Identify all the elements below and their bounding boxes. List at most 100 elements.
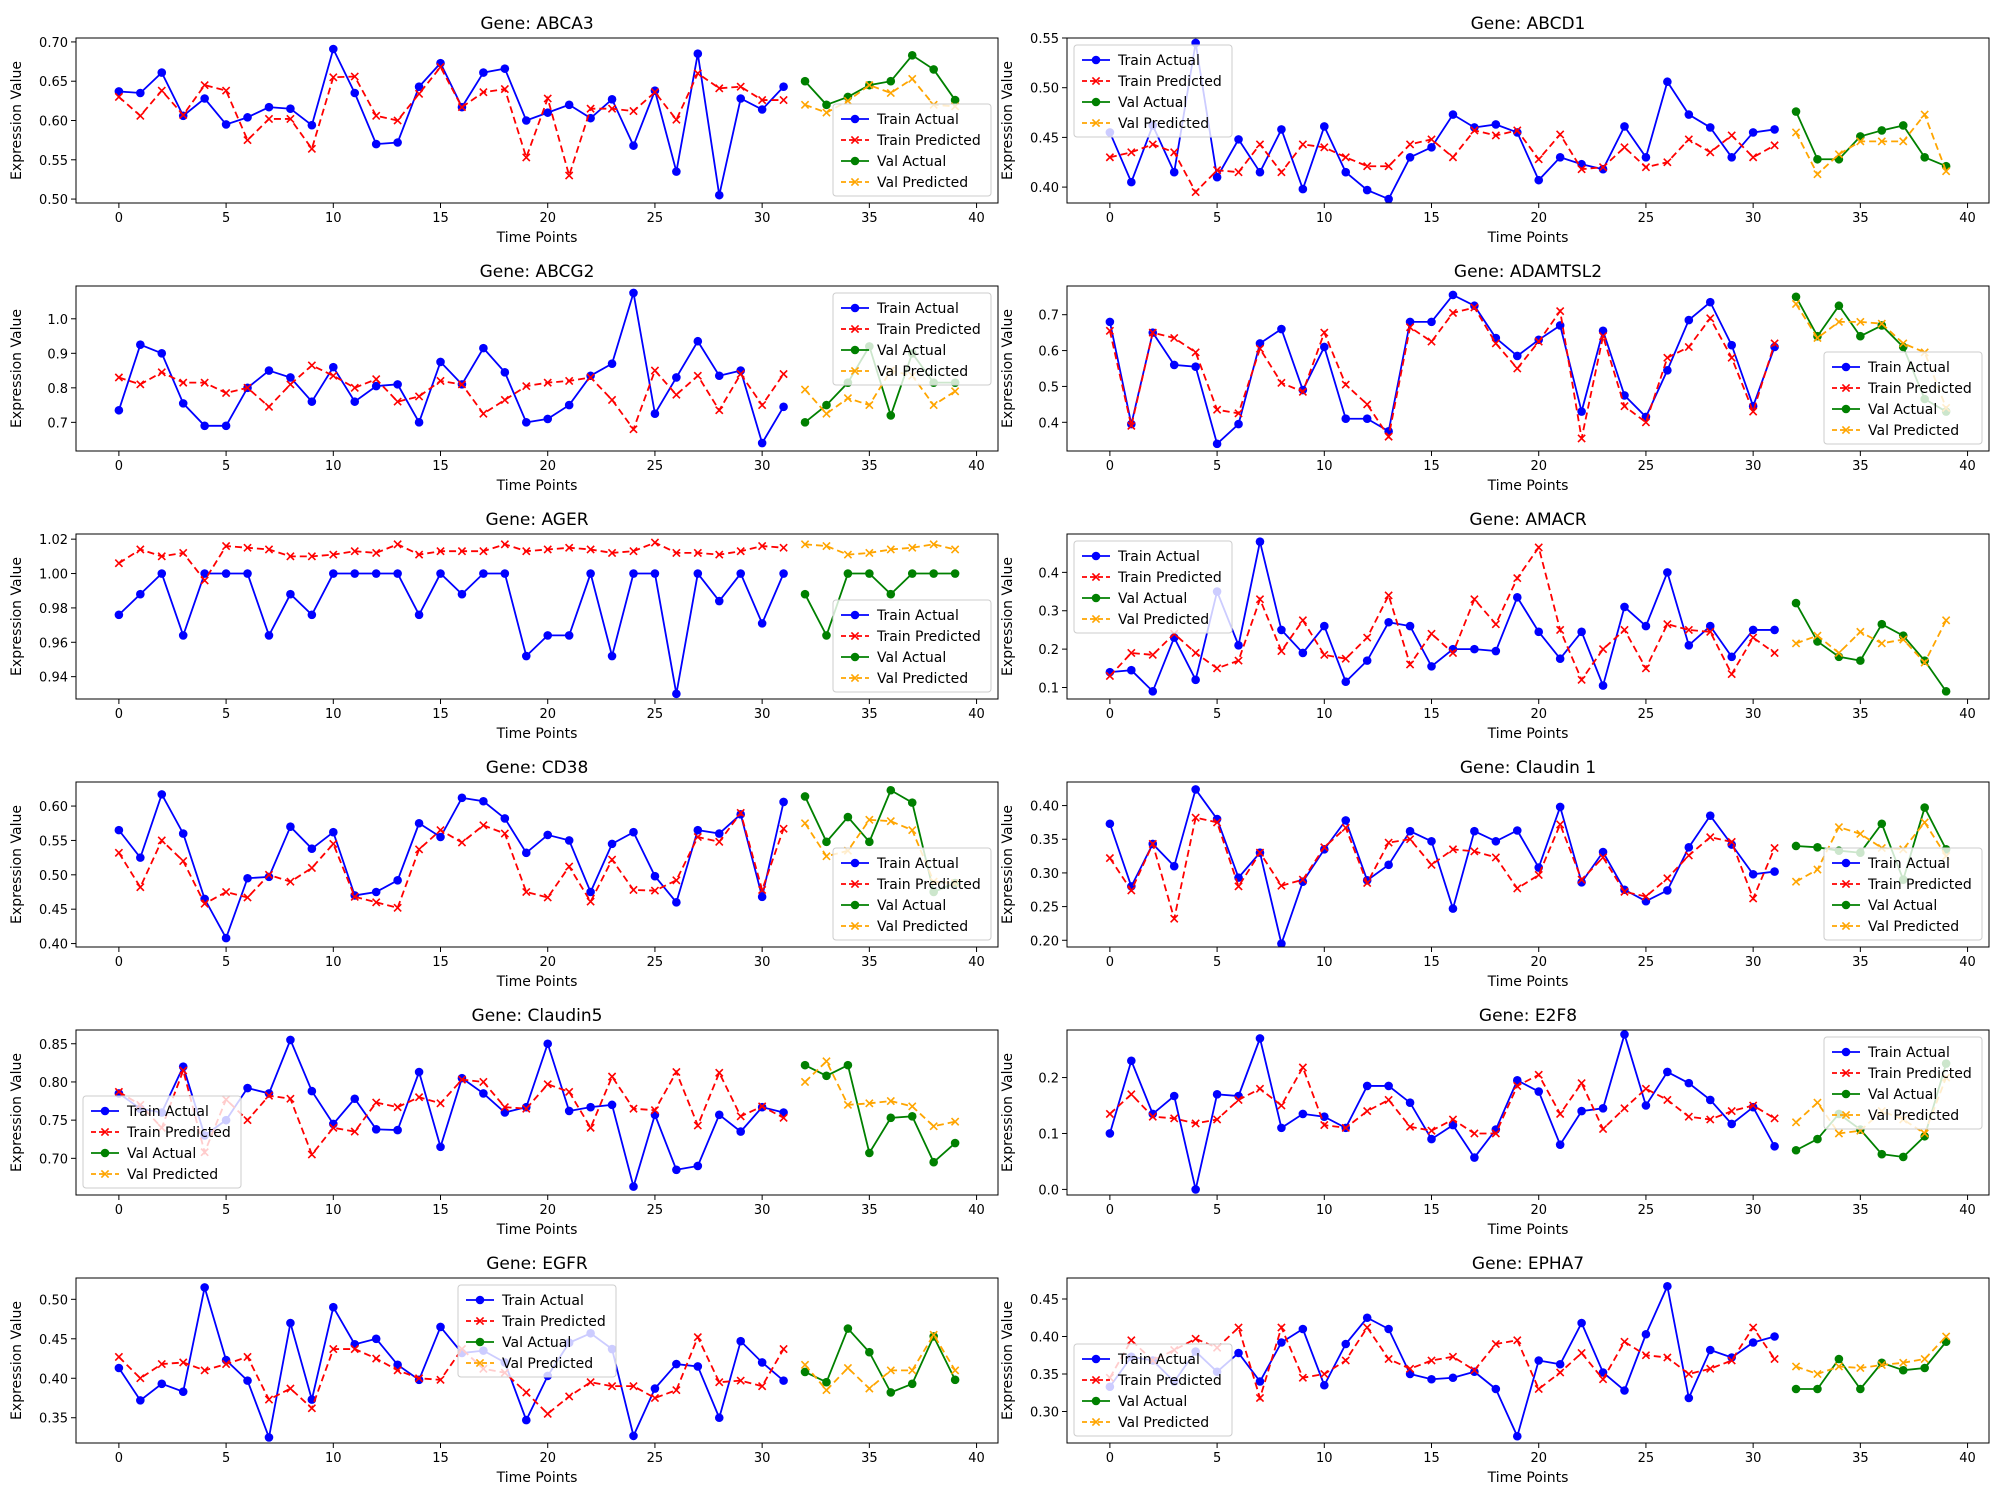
data-point [843, 1324, 853, 1333]
y-tick-label: 0.30 [1030, 1406, 1059, 1421]
data-point [800, 418, 810, 427]
data-point [629, 827, 638, 837]
data-point [693, 825, 703, 835]
legend-label: Train Predicted [876, 629, 981, 645]
data-point [286, 1318, 295, 1328]
x-tick-label: 25 [647, 1203, 664, 1218]
data-point [1277, 378, 1286, 388]
x-tick-label: 0 [115, 211, 123, 226]
data-point [1770, 625, 1779, 635]
data-point [414, 418, 424, 427]
data-point [1813, 865, 1822, 874]
data-point [1555, 1140, 1565, 1149]
data-point [114, 1352, 124, 1362]
x-tick-label: 20 [539, 211, 556, 226]
x-tick-label: 40 [1959, 707, 1976, 722]
data-point [1555, 152, 1565, 162]
data-point [715, 1378, 724, 1387]
data-point [243, 873, 252, 883]
data-point [436, 825, 445, 835]
data-point [500, 1102, 510, 1112]
data-point [1770, 843, 1779, 853]
data-point [1448, 290, 1458, 300]
data-point [929, 569, 938, 578]
data-point [1255, 1034, 1265, 1043]
data-point [1555, 802, 1565, 812]
series-line [118, 1067, 785, 1157]
data-point [264, 102, 274, 112]
data-point [307, 361, 317, 370]
data-point [329, 827, 338, 837]
data-point [1277, 1323, 1286, 1332]
data-point [693, 1333, 702, 1342]
data-point [1320, 1112, 1329, 1121]
data-point [1234, 656, 1243, 665]
data-point [1641, 892, 1651, 901]
data-point [1534, 337, 1543, 346]
data-point [179, 856, 188, 866]
legend-swatch-marker [850, 858, 860, 868]
data-point [500, 540, 510, 549]
data-point [1684, 851, 1693, 860]
legend-swatch-marker [1841, 404, 1851, 414]
data-point [736, 369, 745, 379]
legend-box [457, 1284, 617, 1378]
data-point [372, 1098, 381, 1107]
data-point [1941, 687, 1951, 696]
subplot-title: Gene: Claudin5 [472, 1006, 603, 1026]
data-point [1255, 595, 1265, 604]
data-point [950, 545, 960, 554]
data-point [200, 421, 209, 431]
data-point [1598, 644, 1608, 654]
subplot-gene-amacr: Gene: AMACR 0 5 10 15 20 25 30 35 40 Time Points 0.… [1000, 510, 1990, 742]
data-point [736, 569, 745, 578]
data-point [1898, 1365, 1908, 1375]
series-val-predicted [800, 1330, 960, 1395]
series-train-actual [1105, 290, 1779, 449]
series-line [804, 1059, 956, 1128]
data-point [1899, 1358, 1908, 1367]
data-point [243, 1352, 252, 1362]
data-point [865, 80, 874, 90]
data-point [693, 569, 703, 578]
data-point [393, 116, 402, 125]
x-tick-label: 40 [968, 1203, 985, 1218]
series-line [118, 1334, 785, 1415]
data-point [1534, 1356, 1544, 1365]
data-point [886, 88, 895, 98]
data-point [757, 400, 767, 410]
y-tick-label: 0.50 [1030, 82, 1059, 97]
data-point [950, 1375, 960, 1385]
data-point [1748, 633, 1758, 642]
legend-swatch-marker [1091, 118, 1101, 128]
data-point [1491, 620, 1501, 629]
plot-area [114, 538, 960, 699]
data-point [564, 862, 574, 871]
data-point [800, 792, 810, 801]
data-point [479, 68, 488, 77]
data-point [1920, 803, 1929, 812]
data-point [1341, 823, 1350, 832]
data-point [1555, 1109, 1565, 1119]
data-point [1491, 1384, 1501, 1394]
data-point [307, 863, 317, 873]
x-tick-label: 0 [115, 707, 123, 722]
y-axis-label: Expression Value [1000, 1053, 1016, 1172]
x-tick-label: 10 [1316, 1451, 1333, 1466]
data-point [1255, 537, 1265, 546]
x-tick-label: 40 [968, 459, 985, 474]
data-point [779, 1113, 788, 1123]
plot-frame [1066, 1277, 1990, 1444]
series-line [804, 1333, 956, 1392]
series-line [1795, 1335, 1947, 1375]
data-point [1555, 625, 1565, 635]
x-tick-label: 15 [432, 1203, 449, 1218]
data-point [1920, 1354, 1929, 1364]
legend-swatch-marker [1841, 1047, 1851, 1057]
data-point [1706, 148, 1715, 157]
legend-swatch-marker [850, 345, 860, 355]
series-line [804, 1326, 956, 1394]
legend: Train Actual Train Predicted Val Actual Val… [832, 847, 992, 941]
data-point [1791, 299, 1801, 309]
data-point [1320, 328, 1329, 337]
